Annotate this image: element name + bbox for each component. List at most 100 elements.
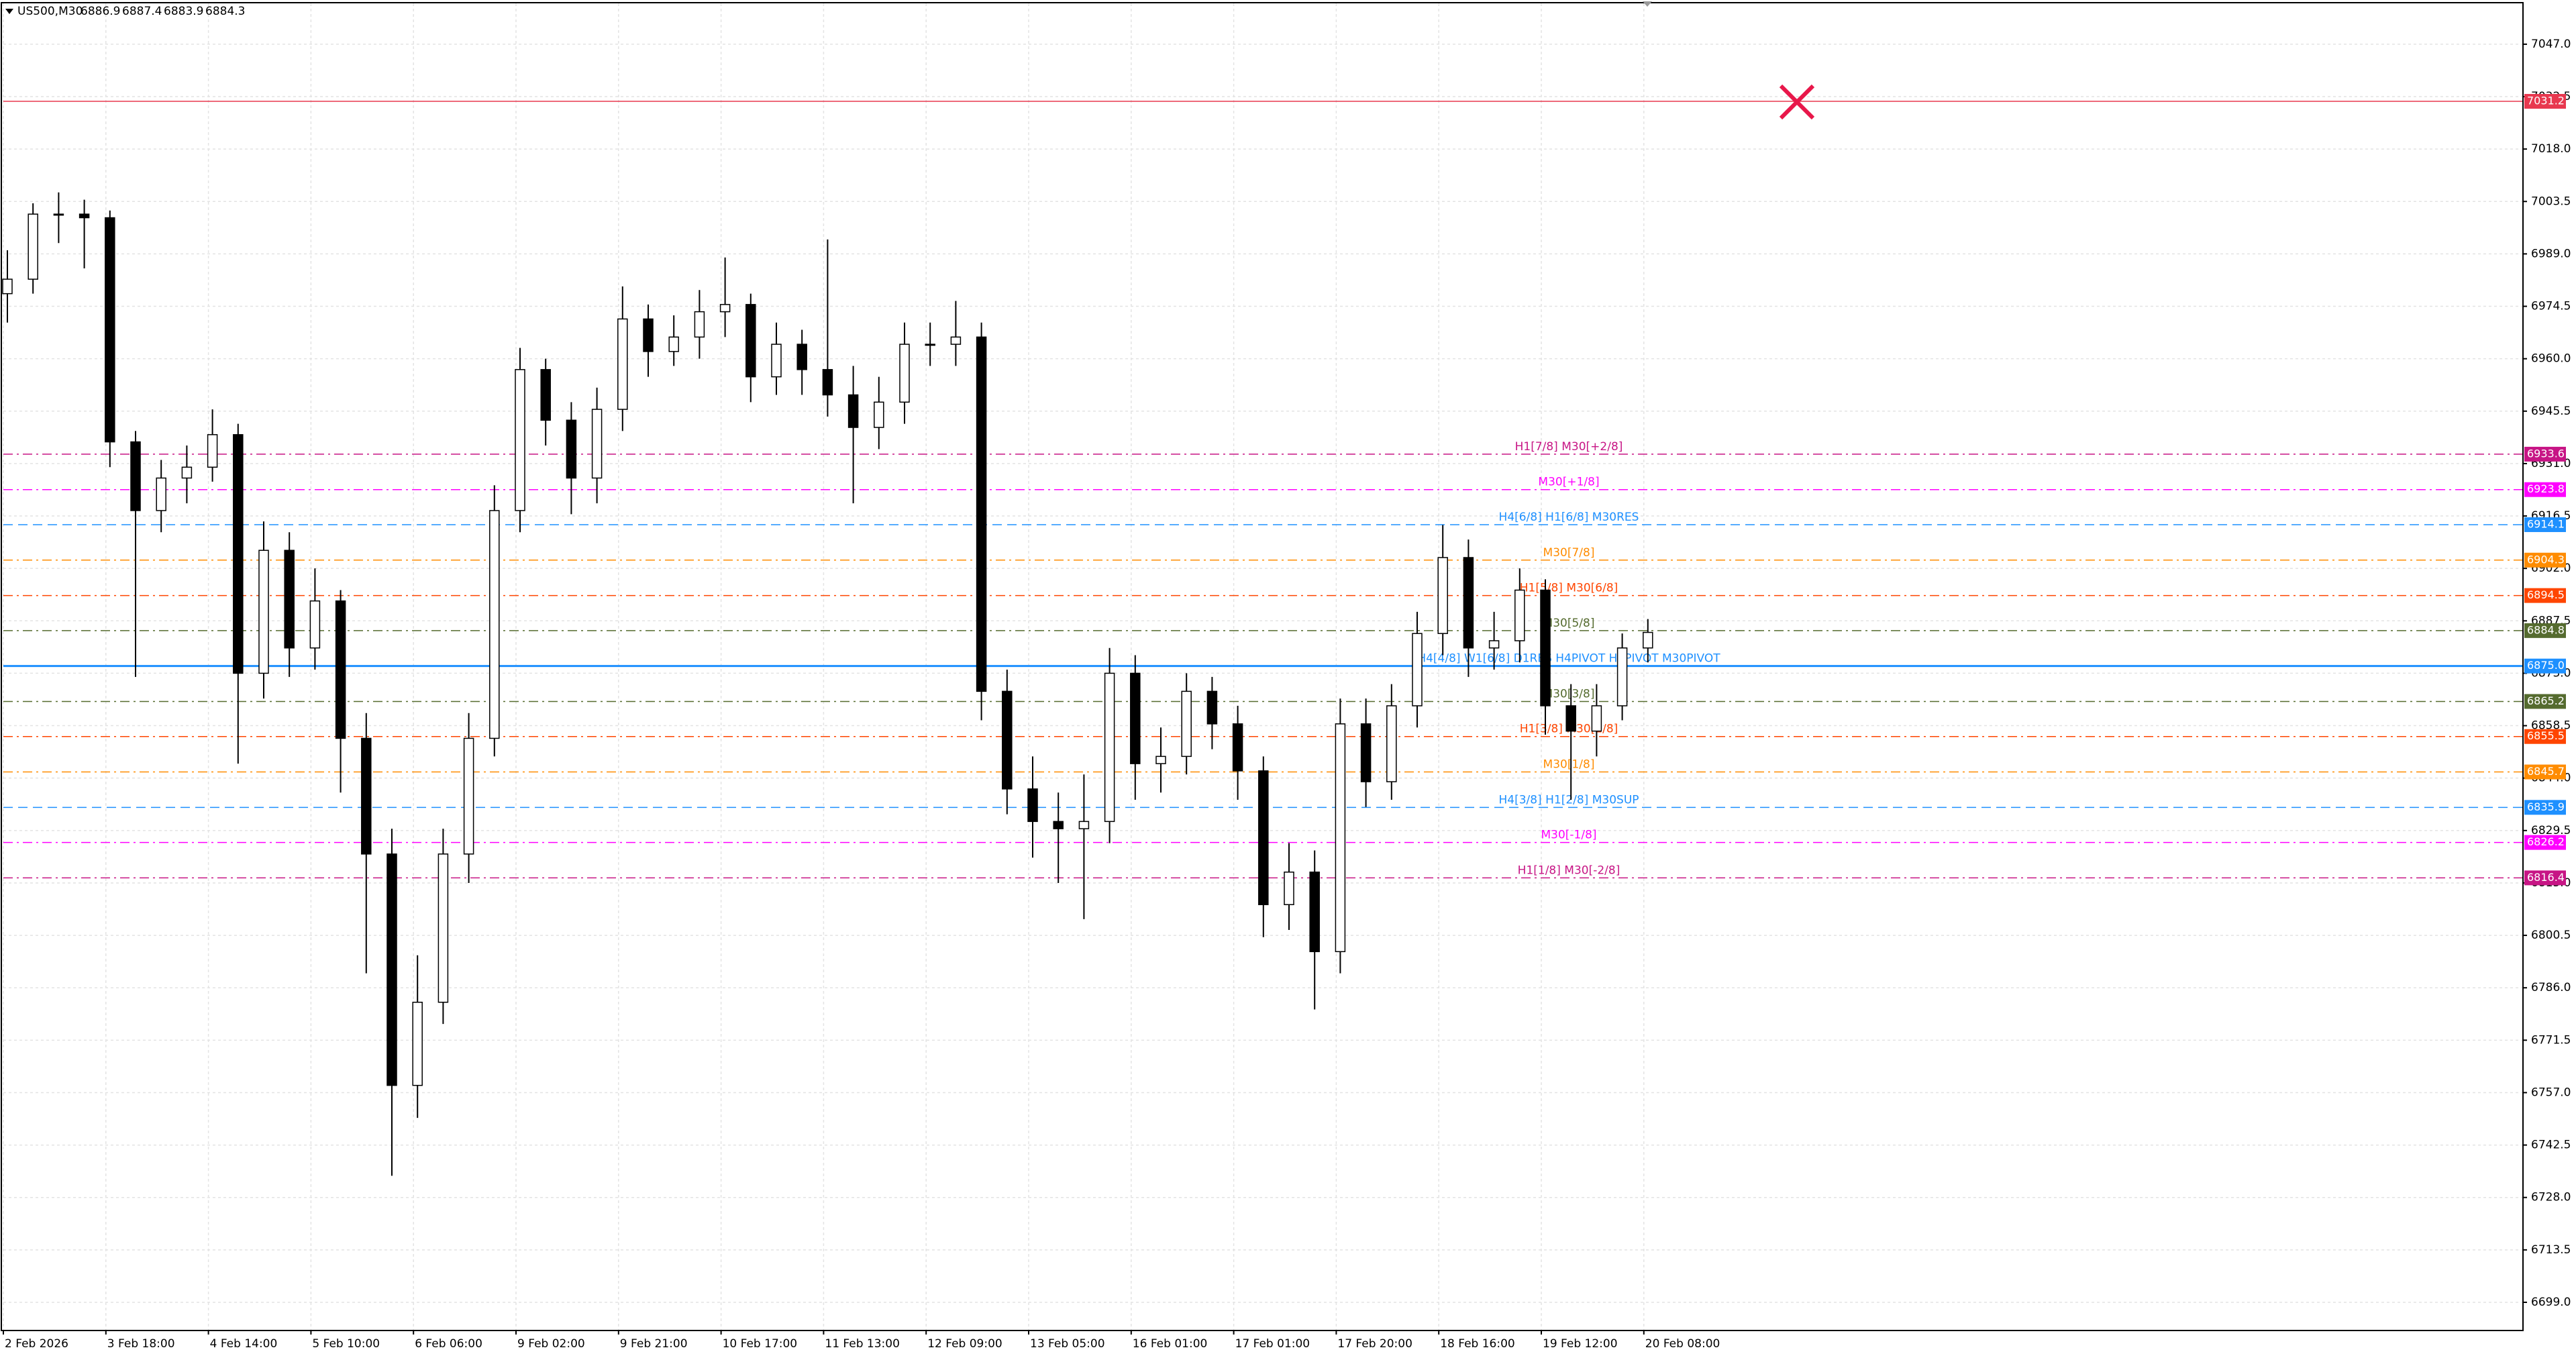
level-label: M30[1/8] — [1543, 758, 1595, 772]
candle-body — [745, 304, 756, 378]
candle-body — [1206, 690, 1218, 725]
y-tick-label: 6728.0 — [2531, 1191, 2571, 1204]
candle-body — [53, 213, 64, 216]
candle-body — [925, 344, 935, 346]
price-tag-label: 6826.2 — [2527, 835, 2565, 848]
candle-body — [105, 217, 115, 443]
level-label: M30[3/8] — [1543, 687, 1595, 700]
candle-body — [899, 344, 910, 403]
x-tick-label: 17 Feb 01:00 — [1235, 1337, 1310, 1351]
candle-body — [1155, 755, 1166, 764]
symbol: US500,M30 — [17, 5, 83, 18]
x-tick-label: 11 Feb 13:00 — [825, 1337, 900, 1351]
price-tag-label: 6894.5 — [2527, 588, 2565, 601]
candle-body — [28, 213, 38, 280]
candle-body — [1540, 589, 1551, 707]
ohlc-high: 6887.4 — [122, 5, 162, 18]
candle-body — [694, 311, 705, 338]
x-tick-label: 20 Feb 08:00 — [1645, 1337, 1720, 1351]
candle-body — [1565, 705, 1576, 732]
close-marker[interactable] — [1779, 84, 1815, 120]
candle-body — [976, 336, 987, 692]
candles — [2, 192, 1653, 1176]
price-tag-label: 6933.6 — [2527, 447, 2565, 460]
axis: 7047.07032.57018.07003.56989.06974.56960… — [3, 38, 2571, 1351]
candle-body — [1643, 631, 1653, 649]
candle-body — [1130, 672, 1141, 764]
ohlc-close: 6884.3 — [205, 5, 245, 18]
price-tag — [2524, 482, 2566, 497]
x-tick-label: 13 Feb 05:00 — [1030, 1337, 1105, 1351]
price-tag — [2524, 694, 2566, 709]
price-tag — [2524, 870, 2566, 886]
candle-body — [1258, 770, 1269, 906]
candle-body — [566, 419, 577, 479]
x-tick-label: 6 Feb 06:00 — [415, 1337, 482, 1351]
candle-body — [361, 737, 372, 855]
y-tick-label: 6699.0 — [2531, 1296, 2571, 1309]
y-tick-label: 6858.5 — [2531, 719, 2571, 733]
candle-body — [1027, 788, 1038, 823]
candle-body — [130, 441, 141, 511]
candle-body — [668, 336, 679, 352]
x-tick-label: 2 Feb 2026 — [5, 1337, 68, 1351]
price-tag — [2524, 94, 2566, 109]
price-tag-label: 6835.9 — [2527, 800, 2565, 813]
candle-body — [822, 369, 833, 396]
candle-body — [309, 600, 321, 649]
y-tick-label: 7003.5 — [2531, 195, 2571, 208]
candle-body — [796, 344, 807, 370]
candle-body — [207, 434, 218, 468]
candle-body — [489, 510, 500, 739]
candle-body — [719, 304, 731, 313]
candle-body — [79, 213, 90, 219]
candle-body — [515, 369, 525, 511]
price-tag — [2524, 729, 2566, 744]
candle-body — [1104, 672, 1115, 823]
candle-body — [412, 1002, 423, 1086]
ohlc-low: 6883.9 — [164, 5, 203, 18]
candle-body — [950, 336, 962, 345]
price-tag — [2524, 764, 2566, 780]
y-tick-label: 6800.5 — [2531, 929, 2571, 942]
y-tick-label: 6960.0 — [2531, 352, 2571, 366]
candle-body — [1181, 690, 1192, 758]
price-tag-label: 6865.2 — [2527, 694, 2565, 707]
candle-body — [258, 550, 269, 674]
level-label: H4[6/8] H1[6/8] M30RES — [1499, 511, 1639, 524]
level-label: H1[1/8] M30[-2/8] — [1518, 864, 1620, 877]
x-tick-label: 16 Feb 01:00 — [1133, 1337, 1208, 1351]
price-tag — [2524, 588, 2566, 603]
candle-body — [1386, 705, 1397, 782]
price-tag-label: 7031.2 — [2527, 95, 2565, 107]
x-tick-label: 4 Feb 14:00 — [210, 1337, 278, 1351]
price-tag — [2524, 658, 2566, 674]
y-tick-label: 6989.0 — [2531, 247, 2571, 260]
candle-body — [1591, 705, 1602, 732]
x-tick-label: 9 Feb 21:00 — [620, 1337, 688, 1351]
price-tag-label: 6904.3 — [2527, 553, 2565, 566]
price-tag-label: 6923.8 — [2527, 482, 2565, 495]
candle-body — [771, 344, 782, 378]
candle-body — [1514, 589, 1525, 641]
price-tag — [2524, 623, 2566, 638]
price-tag — [2524, 446, 2566, 462]
candle-body — [591, 409, 603, 479]
candle-body — [1463, 557, 1474, 649]
candle-body — [1412, 633, 1423, 707]
x-tick-label: 9 Feb 02:00 — [517, 1337, 585, 1351]
x-tick-label: 12 Feb 09:00 — [927, 1337, 1002, 1351]
candle-body — [1360, 723, 1372, 782]
y-tick-label: 7047.0 — [2531, 38, 2571, 51]
candle-body — [1437, 557, 1448, 634]
candle-body — [1232, 723, 1243, 772]
candle-body — [1078, 821, 1090, 829]
candle-body — [284, 550, 295, 649]
candle-body — [847, 394, 859, 428]
price-tag-label: 6816.4 — [2527, 871, 2565, 884]
ohlc-open: 6886.9 — [81, 5, 120, 18]
x-tick-label: 3 Feb 18:00 — [107, 1337, 175, 1351]
header-menu-arrow[interactable] — [5, 9, 13, 14]
